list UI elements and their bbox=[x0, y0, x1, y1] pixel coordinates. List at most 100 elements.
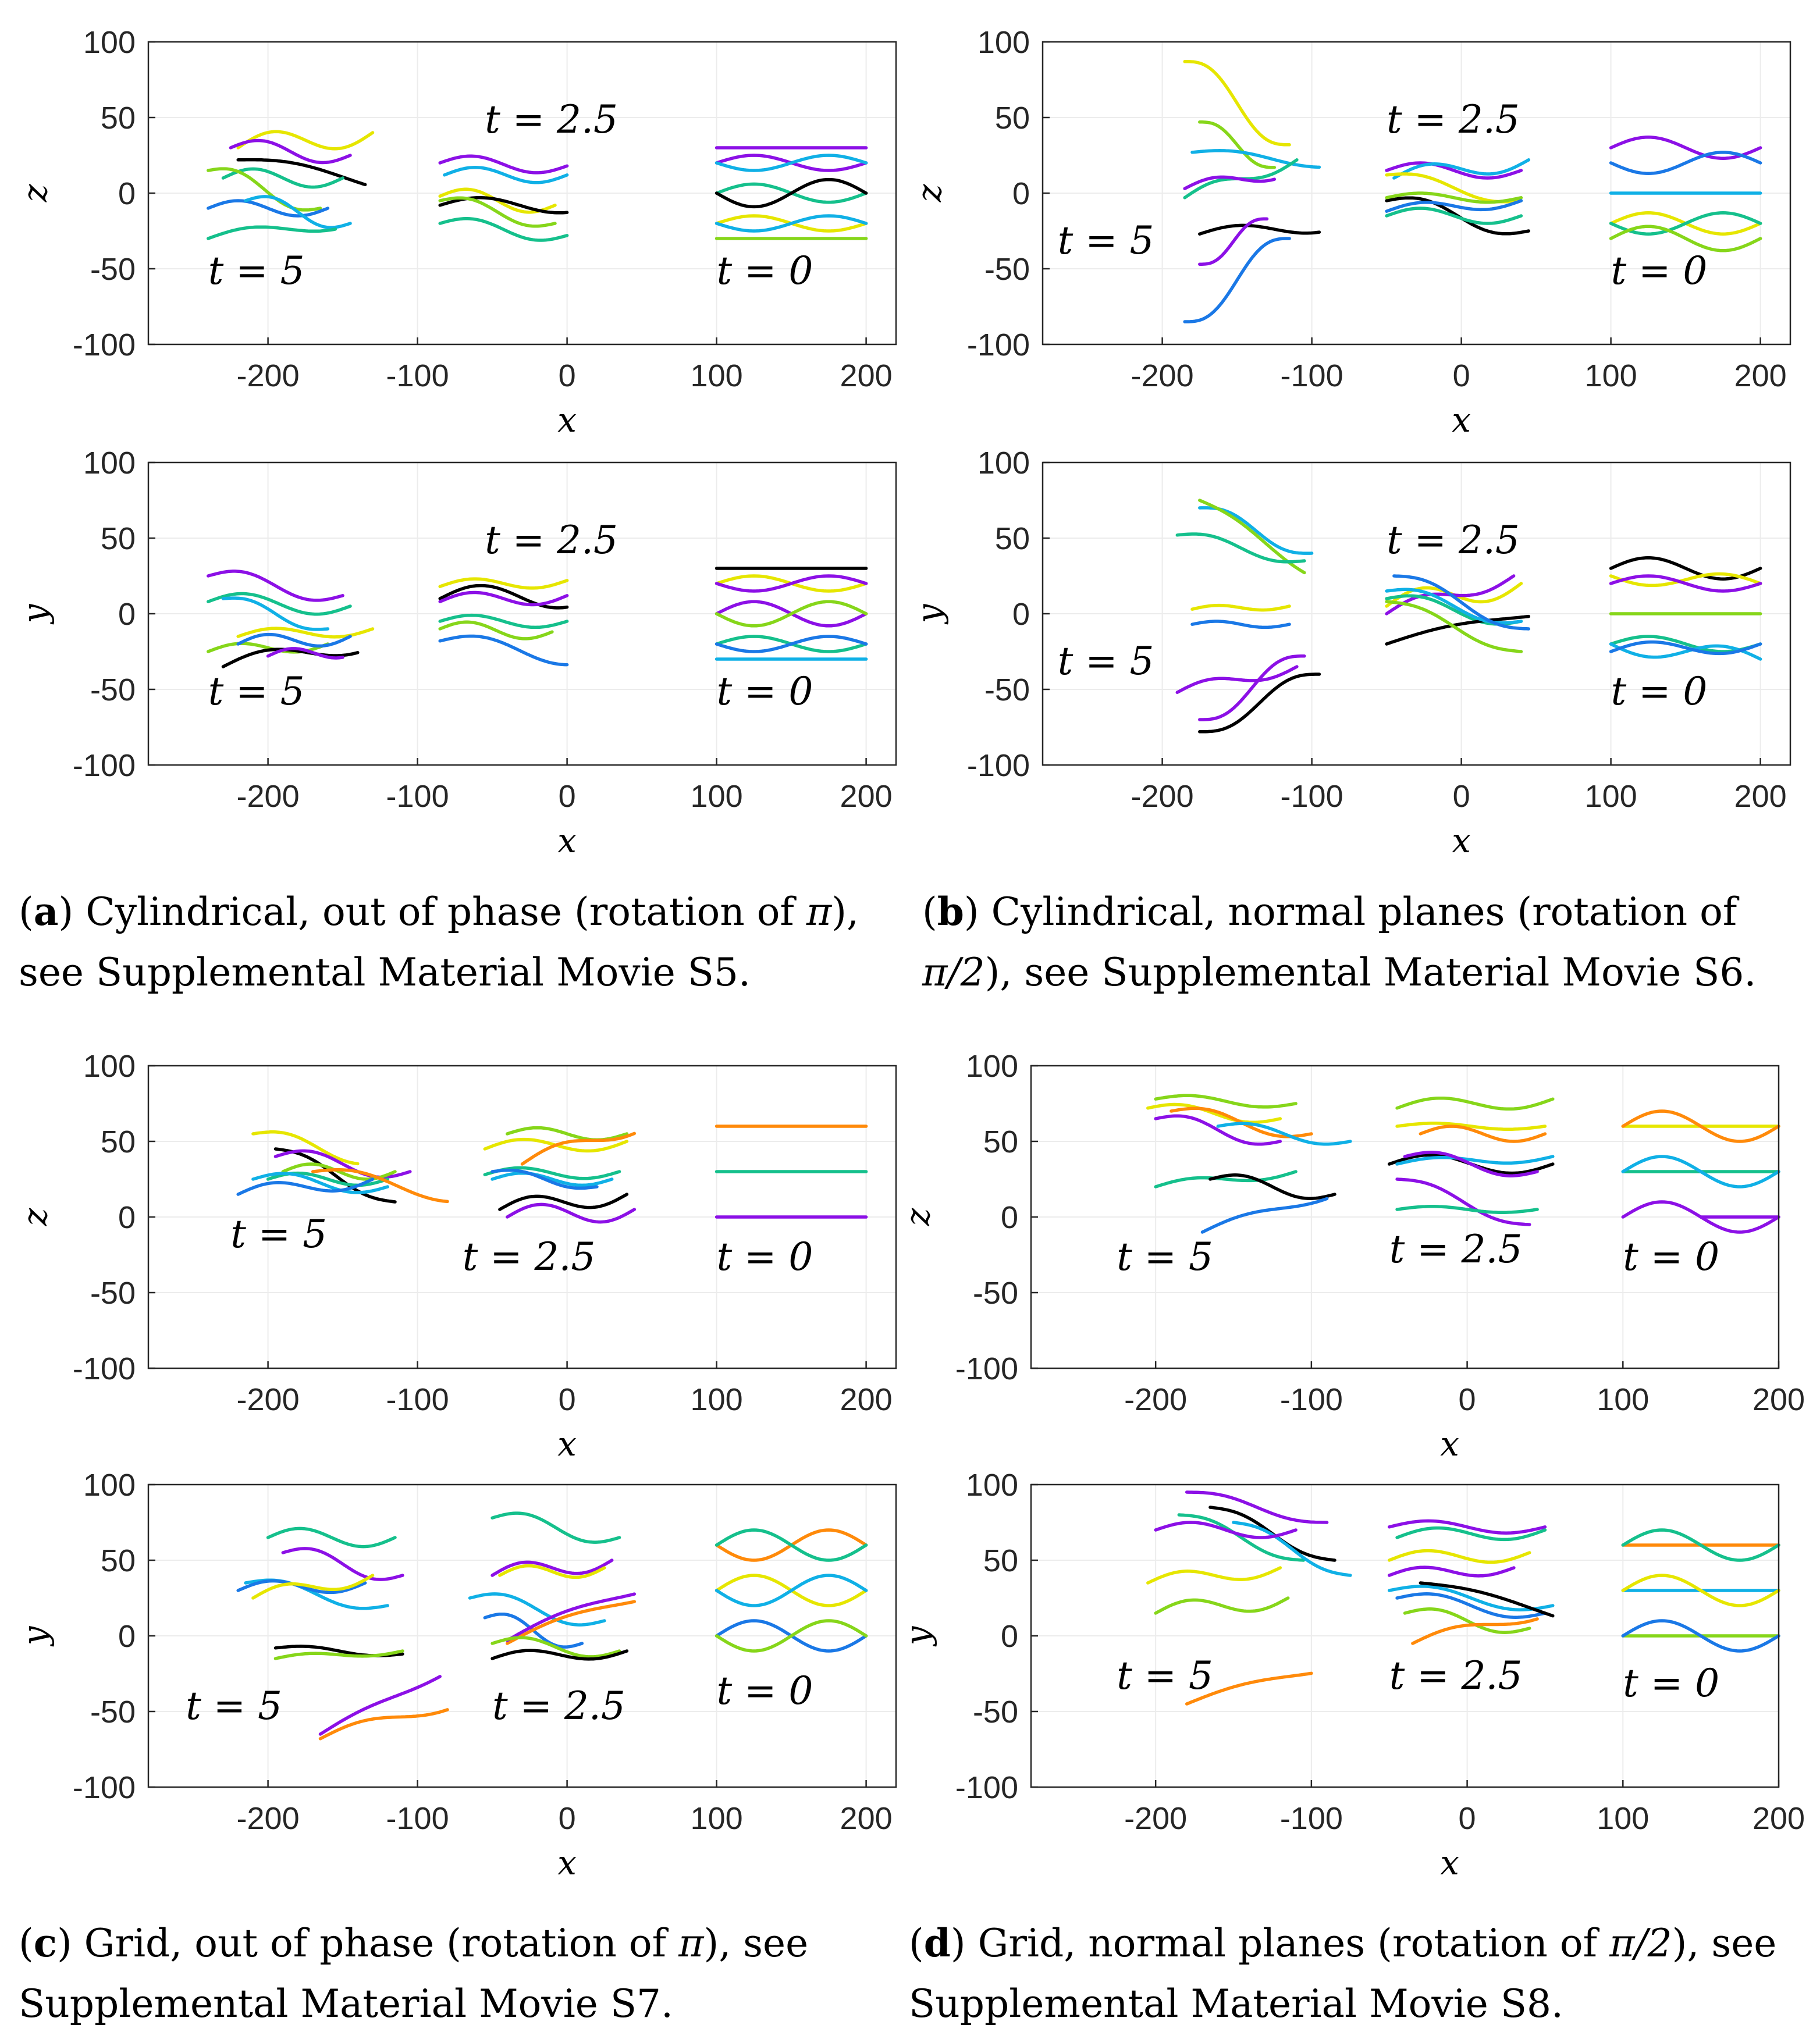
y-tick-label: 0 bbox=[1012, 176, 1030, 211]
y-tick-label: -50 bbox=[973, 1276, 1018, 1311]
time-annotation: t = 5 bbox=[1058, 218, 1154, 263]
caption-b-label: b bbox=[937, 889, 964, 934]
y-tick-label: 100 bbox=[83, 1049, 136, 1084]
time-annotation: t = 5 bbox=[208, 248, 305, 293]
x-tick-label: 0 bbox=[559, 358, 576, 393]
y-tick-label: -100 bbox=[73, 328, 136, 362]
x-tick-label: 0 bbox=[1459, 1801, 1476, 1836]
y-axis-label: y bbox=[898, 1625, 937, 1647]
series-line-black bbox=[1419, 1581, 1555, 1618]
caption-c-math: π bbox=[678, 1921, 704, 1966]
series-line-orange bbox=[1621, 1109, 1780, 1143]
y-tick-label: -50 bbox=[90, 252, 136, 287]
series-line-cyan bbox=[1395, 1155, 1555, 1166]
series-line-cyan bbox=[715, 214, 868, 233]
series-line-purple bbox=[1403, 1151, 1539, 1177]
time-annotation: t = 2.5 bbox=[485, 518, 618, 563]
series-line-blue bbox=[236, 1579, 367, 1595]
series-line-cyan bbox=[1232, 1521, 1352, 1577]
series-line-cyan bbox=[468, 1592, 606, 1627]
series-line-yellow bbox=[1609, 572, 1762, 588]
x-tick-label: 100 bbox=[1597, 1382, 1649, 1417]
panel-a-bottom-plot: -200 -100 0 100 200 100 50 0 -50 -100 x y t = 2.5 t =… bbox=[15, 446, 897, 860]
caption-b-text-before: Cylindrical, normal planes (rotation of bbox=[979, 889, 1737, 934]
caption-c-text-after: ), see Supplemental Material Movie S7. bbox=[19, 1921, 809, 2026]
y-tick-label: 50 bbox=[101, 1125, 136, 1159]
x-tick-label: 200 bbox=[840, 1801, 893, 1836]
x-tick-label: -100 bbox=[1281, 358, 1343, 393]
series-line-lime bbox=[438, 196, 557, 228]
x-tick-label: -200 bbox=[237, 779, 300, 814]
time-annotation: t = 0 bbox=[1623, 1661, 1719, 1706]
y-tick-label: 50 bbox=[101, 1543, 136, 1578]
series-line-blue bbox=[715, 635, 868, 653]
series-line-purple bbox=[273, 1149, 412, 1179]
x-tick-label: 200 bbox=[1753, 1801, 1805, 1836]
series-line-purple bbox=[438, 590, 569, 607]
y-tick-label: 50 bbox=[101, 101, 136, 136]
series-line-yellow bbox=[1183, 60, 1291, 147]
y-tick-label: -50 bbox=[984, 252, 1030, 287]
series-line-teal bbox=[207, 225, 337, 240]
series-line-blue bbox=[1609, 640, 1762, 656]
y-axis-label: z bbox=[909, 184, 949, 202]
series-line-lime bbox=[1198, 120, 1277, 169]
x-tick-label: -200 bbox=[1124, 1382, 1187, 1417]
series-line-cyan bbox=[1385, 588, 1523, 625]
series-line-blue bbox=[236, 632, 352, 648]
series-line-cyan bbox=[1198, 506, 1314, 555]
series-line-lime bbox=[1403, 1607, 1531, 1634]
y-axis-label: y bbox=[15, 603, 55, 625]
series-line-purple bbox=[490, 1558, 614, 1577]
series-line-yellow bbox=[1621, 1574, 1780, 1607]
y-axis-label: y bbox=[15, 1625, 55, 1647]
series-line-teal bbox=[715, 1528, 868, 1562]
series-line-purple bbox=[506, 1202, 637, 1224]
y-tick-label: 0 bbox=[1001, 1200, 1018, 1235]
caption-d-text-after: ), see Supplemental Material Movie S8. bbox=[909, 1921, 1777, 2026]
x-tick-label: 200 bbox=[1734, 358, 1787, 393]
series-line-yellow bbox=[236, 130, 375, 151]
series-line-teal bbox=[1177, 1513, 1306, 1562]
series-line-blue bbox=[1200, 1197, 1329, 1234]
caption-a-math: π bbox=[806, 889, 832, 934]
y-tick-label: 50 bbox=[995, 101, 1030, 136]
series-line-teal bbox=[490, 1511, 621, 1544]
caption-c-text-before: Grid, out of phase (rotation of bbox=[72, 1921, 679, 1966]
x-tick-label: -100 bbox=[386, 358, 449, 393]
series-line-blue bbox=[1392, 574, 1531, 631]
panel-c-bottom-plot: -200 -100 0 100 200 100 50 0 -50 -100 x y t = 5 t = 2… bbox=[15, 1468, 897, 1883]
time-annotation: t = 5 bbox=[208, 669, 305, 714]
y-tick-label: -100 bbox=[73, 748, 136, 783]
x-tick-label: 0 bbox=[559, 779, 576, 814]
y-tick-label: 0 bbox=[118, 597, 136, 632]
series-line-lime bbox=[715, 1619, 868, 1653]
y-tick-label: -100 bbox=[73, 1351, 136, 1386]
y-tick-label: 100 bbox=[83, 25, 136, 60]
caption-a-label: a bbox=[33, 889, 59, 934]
time-annotation: t = 2.5 bbox=[1389, 1227, 1523, 1272]
series-line-cyan bbox=[1387, 1585, 1555, 1611]
series-line-cyan bbox=[244, 1578, 389, 1610]
series-line-cyan bbox=[251, 1172, 389, 1194]
series-line-lime bbox=[1385, 600, 1523, 653]
y-tick-label: 50 bbox=[983, 1543, 1018, 1578]
x-tick-label: 0 bbox=[559, 1801, 576, 1836]
time-annotation: t = 0 bbox=[1623, 1234, 1719, 1279]
y-axis-label: z bbox=[15, 184, 55, 202]
x-tick-label: 100 bbox=[691, 1382, 743, 1417]
y-tick-label: 50 bbox=[983, 1125, 1018, 1159]
series-line-purple bbox=[1198, 217, 1269, 266]
time-annotation: t = 5 bbox=[1058, 639, 1154, 684]
y-tick-label: 50 bbox=[995, 521, 1030, 556]
x-axis-label: x bbox=[1440, 1424, 1459, 1464]
x-tick-label: 100 bbox=[691, 779, 743, 814]
y-tick-label: -100 bbox=[73, 1770, 136, 1805]
series-line-cyan bbox=[715, 154, 868, 172]
y-axis-label: z bbox=[15, 1208, 55, 1226]
x-tick-label: 0 bbox=[1459, 1382, 1476, 1417]
panel-a-top-plot: -200 -100 0 100 200 100 50 0 -50 -100 x z t = 2.5 t =… bbox=[15, 25, 897, 440]
y-tick-label: -100 bbox=[967, 748, 1030, 783]
caption-a-text-after: ), see Supplemental Material Movie S5. bbox=[19, 889, 859, 995]
series-line-purple bbox=[1387, 1565, 1516, 1578]
